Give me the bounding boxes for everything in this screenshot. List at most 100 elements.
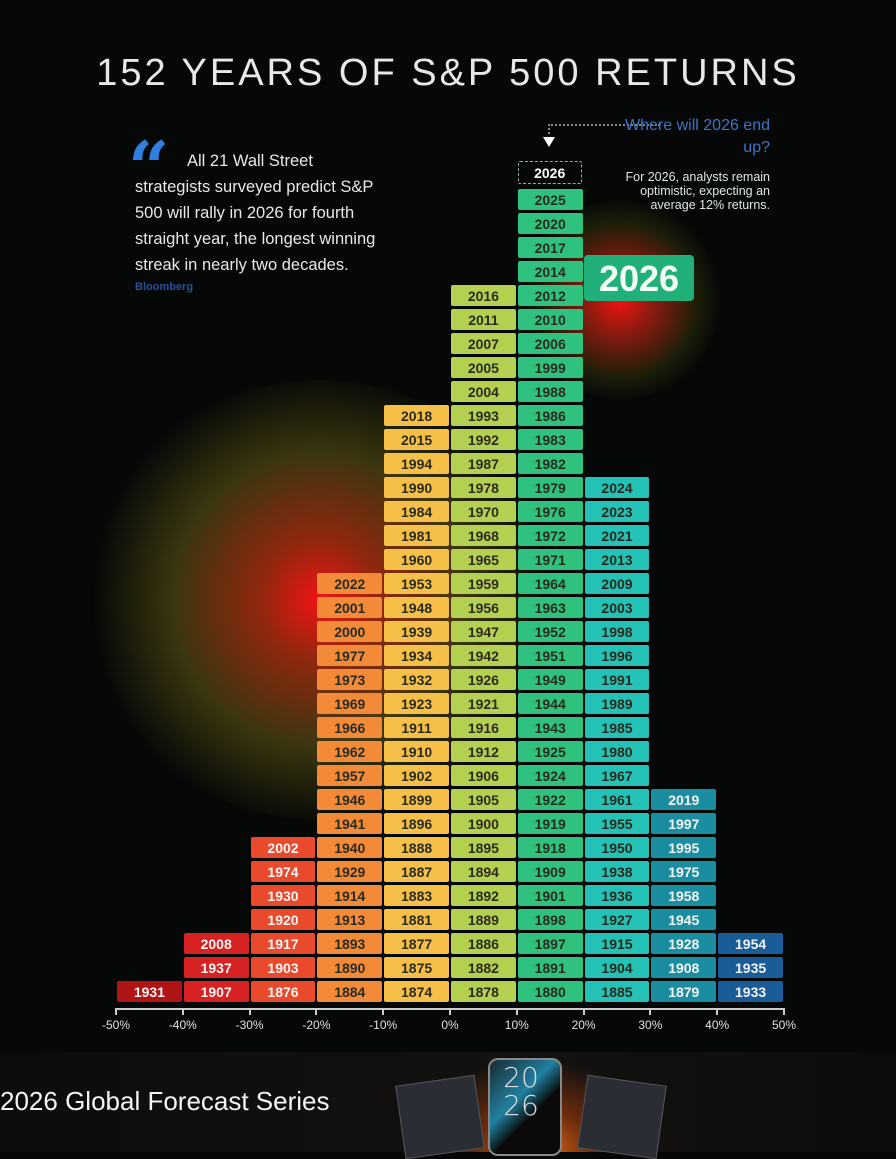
year-cell: 1879 [651, 981, 717, 1002]
year-cell: 1923 [384, 693, 449, 714]
year-cell: 1969 [317, 693, 383, 714]
year-cell: 1967 [584, 765, 650, 786]
year-cell: 2004 [451, 381, 516, 402]
year-cell: 1915 [584, 933, 650, 954]
year-cell: 1944 [517, 693, 583, 714]
year-cell: 1935 [718, 957, 783, 978]
tablet-image-right [577, 1074, 667, 1159]
year-cell: 1945 [651, 909, 717, 930]
year-cell: 1920 [250, 909, 316, 930]
x-tick [248, 1008, 251, 1015]
year-cell: 1971 [517, 549, 583, 570]
year-cell: 1874 [384, 981, 449, 1002]
quote-text: All 21 Wall Street strategists surveyed … [135, 152, 376, 274]
year-cell: 2019 [651, 789, 717, 810]
year-cell: 1999 [517, 357, 583, 378]
year-cell: 1997 [651, 813, 717, 834]
dotted-connector [548, 124, 660, 134]
year-cell: 1916 [451, 717, 516, 738]
year-cell: 1948 [384, 597, 449, 618]
year-cell: 1998 [584, 621, 650, 642]
year-cell: 1882 [451, 957, 516, 978]
year-cell: 1877 [384, 933, 449, 954]
year-cell: 1959 [451, 573, 516, 594]
year-cell: 2005 [451, 357, 516, 378]
year-cell: 1927 [584, 909, 650, 930]
year-cell: 1949 [517, 669, 583, 690]
x-tick [315, 1008, 318, 1015]
year-cell: 1988 [517, 381, 583, 402]
x-tick [115, 1008, 117, 1015]
year-cell: 1876 [250, 981, 316, 1002]
year-cell: 2008 [183, 933, 249, 954]
x-tick-label: 50% [771, 1018, 797, 1032]
year-cell: 1955 [584, 813, 650, 834]
year-cell: 1880 [517, 981, 583, 1002]
year-cell: 1896 [384, 813, 449, 834]
year-cell: 1941 [317, 813, 383, 834]
year-cell: 2010 [517, 309, 583, 330]
x-tick-label: 0% [441, 1018, 459, 1032]
year-cell: 1881 [384, 909, 449, 930]
tablet-image-left [395, 1074, 485, 1159]
year-cell: 1889 [451, 909, 516, 930]
year-cell: 1926 [451, 669, 516, 690]
year-cell: 1961 [584, 789, 650, 810]
x-tick [181, 1008, 184, 1015]
year-cell: 1917 [250, 933, 316, 954]
highlight-year-badge: 2026 [584, 255, 694, 301]
year-cell: 1908 [651, 957, 717, 978]
year-cell: 1929 [317, 861, 383, 882]
year-cell: 1951 [517, 645, 583, 666]
year-cell: 1885 [584, 981, 650, 1002]
year-cell: 1928 [651, 933, 717, 954]
year-cell: 1921 [451, 693, 516, 714]
year-cell: 1913 [317, 909, 383, 930]
year-cell: 1976 [517, 501, 583, 522]
year-cell: 1899 [384, 789, 449, 810]
year-cell: 1983 [517, 429, 583, 450]
year-cell: 1986 [517, 405, 583, 426]
year-cell: 1930 [250, 885, 316, 906]
year-cell: 1952 [517, 621, 583, 642]
year-cell: 2012 [517, 285, 583, 306]
year-cell: 1910 [384, 741, 449, 762]
x-tick-label: 40% [705, 1018, 730, 1032]
year-cell: 1987 [451, 453, 516, 474]
year-cell: 1970 [451, 501, 516, 522]
year-cell: 1900 [451, 813, 516, 834]
year-cell: 2009 [584, 573, 650, 594]
year-cell: 1985 [584, 717, 650, 738]
year-cell: 2000 [317, 621, 383, 642]
year-cell: 2007 [451, 333, 516, 354]
year-cell: 1906 [451, 765, 516, 786]
year-cell: 1978 [451, 477, 516, 498]
year-cell: 1878 [451, 981, 516, 1002]
year-cell: 1953 [384, 573, 449, 594]
quote-block: All 21 Wall Street strategists surveyed … [135, 148, 385, 296]
year-cell: 1875 [384, 957, 449, 978]
year-cell: 1974 [250, 861, 316, 882]
year-cell: 2018 [384, 405, 449, 426]
year-cell: 1932 [384, 669, 449, 690]
year-cell: 2023 [584, 501, 650, 522]
year-cell: 1901 [517, 885, 583, 906]
year-cell: 1931 [117, 981, 182, 1002]
quote-source: Bloomberg [135, 281, 194, 293]
year-cell: 2020 [517, 213, 583, 234]
year-cell: 1940 [317, 837, 383, 858]
year-cell: 1939 [384, 621, 449, 642]
x-tick-label: 30% [638, 1018, 663, 1032]
year-cell: 2014 [517, 261, 583, 282]
x-tick [649, 1008, 652, 1015]
x-tick [449, 1008, 451, 1015]
year-cell: 1924 [517, 765, 583, 786]
year-cell: 1950 [584, 837, 650, 858]
pending-year-cell: 2026 [517, 161, 582, 184]
year-cell: 1980 [584, 741, 650, 762]
year-cell: 1893 [317, 933, 383, 954]
year-cell: 2025 [517, 189, 583, 210]
year-cell: 1957 [317, 765, 383, 786]
year-cell: 1946 [317, 789, 383, 810]
year-cell: 1903 [250, 957, 316, 978]
